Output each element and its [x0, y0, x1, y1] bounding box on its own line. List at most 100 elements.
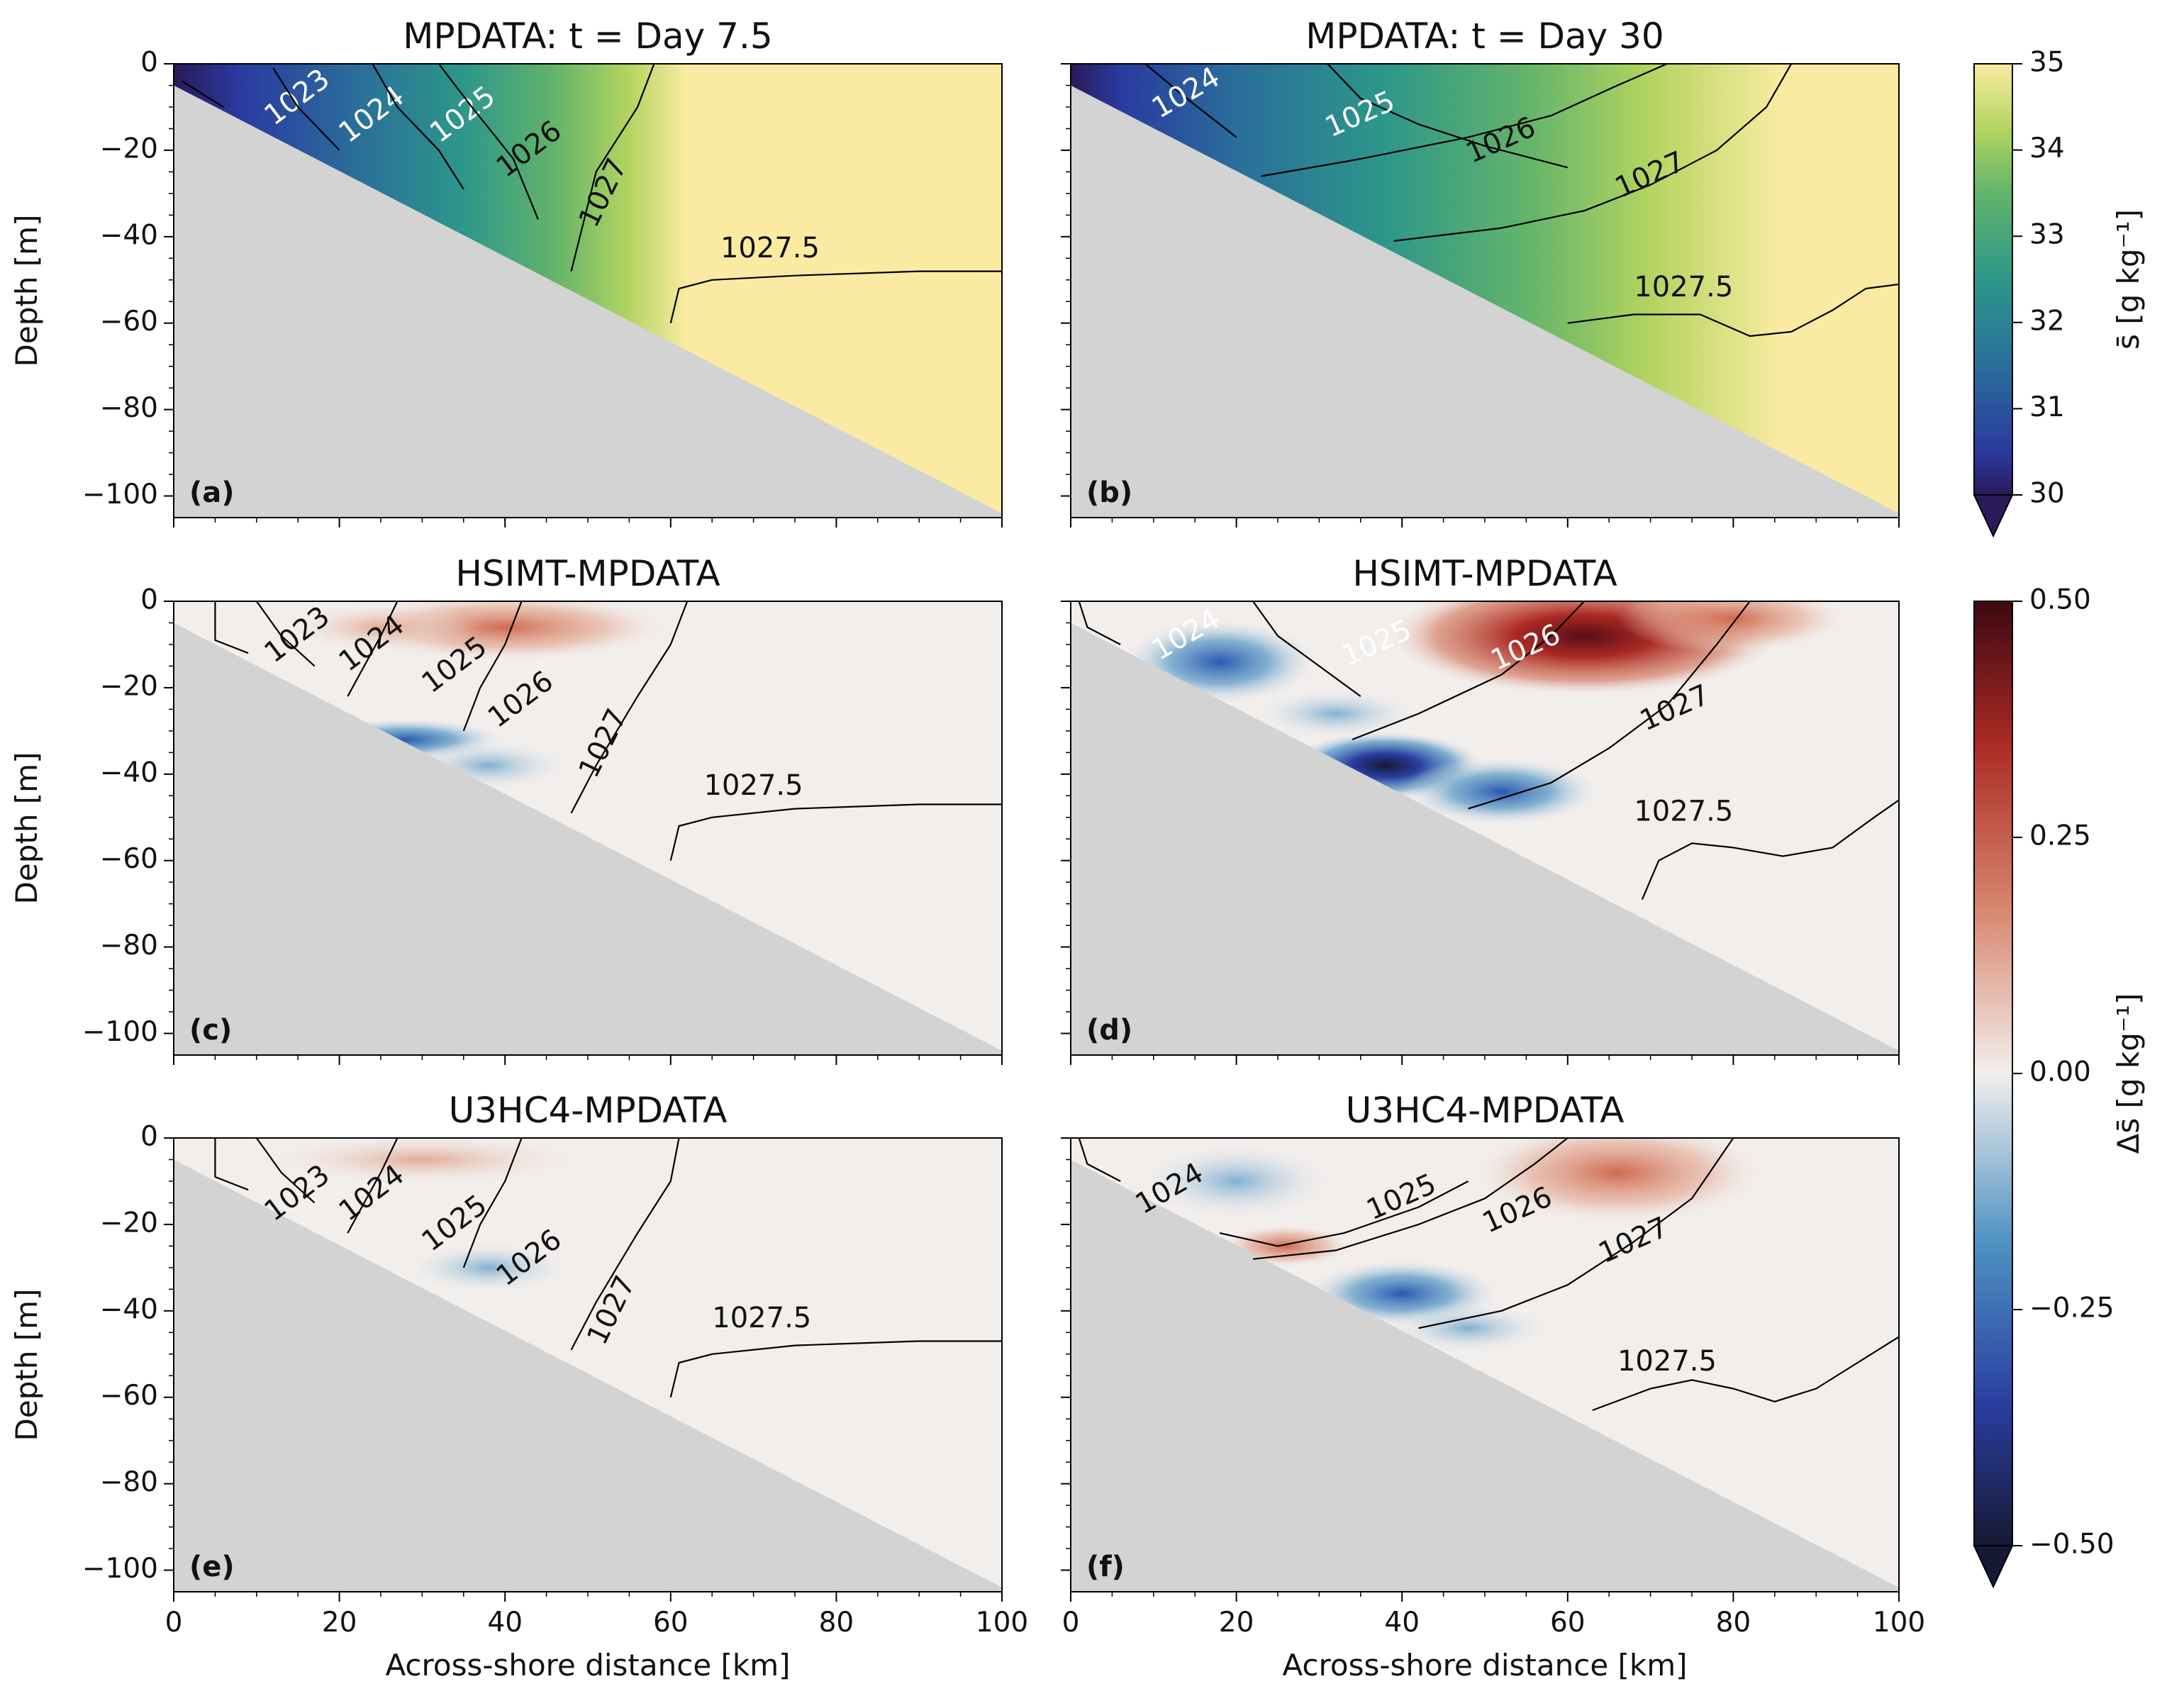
y-tick-label: −60 — [100, 306, 158, 337]
y-tick-label: −40 — [100, 219, 158, 251]
x-tick-label: 80 — [819, 1607, 854, 1639]
density-contour-1024 — [1078, 1138, 1121, 1182]
x-tick-label: 20 — [322, 1607, 357, 1639]
colorbar-extend-arrow — [1973, 1545, 2014, 1589]
density-contour-1024 — [272, 67, 340, 151]
contour-label: 1027.5 — [1634, 796, 1733, 828]
bathymetry — [1071, 85, 1899, 518]
panel-title: MPDATA: t = Day 30 — [1305, 16, 1664, 57]
y-tick-label: −100 — [82, 1016, 158, 1048]
density-contour-1026 — [462, 1138, 523, 1268]
density-contour-1023 — [214, 601, 249, 654]
density-contour-1025 — [347, 1138, 399, 1234]
y-tick-label: −40 — [100, 757, 158, 788]
panel-tag: (c) — [189, 1014, 232, 1047]
anomaly-region — [406, 1242, 572, 1294]
x-tick-label: 100 — [976, 1607, 1028, 1639]
colorbar-tick-label: 0.00 — [2029, 1056, 2091, 1088]
bathymetry — [174, 85, 1002, 518]
colorbar-tick-label: 0.25 — [2029, 820, 2091, 852]
density-contour-1026 — [438, 64, 539, 220]
colorbar-label: Δs̄̄ [g kg⁻¹] — [2111, 993, 2146, 1154]
x-axis-label: Across-shore distance [km] — [385, 1648, 790, 1683]
anomaly-region — [256, 1138, 588, 1186]
panel-title: MPDATA: t = Day 7.5 — [403, 16, 772, 57]
density-contour-1025 — [347, 601, 399, 697]
colorbar-tick-label: 35 — [2029, 47, 2065, 79]
colorbar-scale — [1973, 601, 2013, 1546]
panel-title: HSIMT-MPDATA — [1352, 553, 1617, 594]
colorbar-extend-arrow — [1973, 494, 2014, 538]
colorbar-scale — [1973, 63, 2013, 496]
panel-tag: (b) — [1086, 476, 1132, 509]
colorbar-tick-label: 31 — [2029, 391, 2065, 423]
y-tick-label: −60 — [100, 843, 158, 875]
density-contour-1027.5 — [1592, 1336, 1899, 1412]
y-axis-label: Depth [m] — [9, 215, 44, 367]
density-contour-1024 — [1144, 64, 1237, 138]
colorbar-tick-label: 34 — [2029, 133, 2065, 164]
y-tick-label: −100 — [82, 1553, 158, 1585]
bathymetry — [1071, 623, 1899, 1055]
y-tick-label: 0 — [140, 1121, 158, 1153]
bathymetry — [174, 623, 1002, 1055]
y-axis-label: Depth [m] — [9, 1289, 44, 1441]
y-tick-label: −20 — [100, 133, 158, 164]
anomaly-region — [1617, 601, 1849, 654]
x-tick-label: 0 — [165, 1607, 183, 1639]
anomaly-region — [281, 601, 481, 654]
panel-tag: (f) — [1086, 1551, 1125, 1583]
density-contour-1026 — [1261, 64, 1668, 177]
anomaly-region — [1468, 1138, 1767, 1224]
density-contour-1023 — [214, 1138, 249, 1191]
y-tick-label: −60 — [100, 1380, 158, 1412]
colorbar-tick-label: 33 — [2029, 219, 2065, 251]
density-contour-1024 — [255, 601, 316, 667]
density-contour-1026 — [462, 601, 523, 732]
density-contour-1027 — [570, 1138, 680, 1351]
x-tick-label: 40 — [487, 1607, 523, 1639]
contour-label: 1027.5 — [704, 769, 803, 802]
x-tick-label: 60 — [653, 1607, 689, 1639]
y-tick-label: −100 — [82, 479, 158, 511]
x-tick-label: 60 — [1550, 1607, 1586, 1639]
density-contour-1025 — [1219, 1181, 1469, 1247]
colorbar-abs: 35 34 33 32 31 30 s̄̄ [g kg⁻¹] — [1973, 47, 2146, 538]
density-contour-1025 — [1252, 601, 1361, 697]
y-tick-label: 0 — [140, 47, 158, 79]
y-tick-label: −20 — [100, 670, 158, 702]
panel-title: U3HC4-MPDATA — [449, 1090, 728, 1131]
density-contour-1027.5 — [669, 270, 1002, 323]
colorbar-tick-label: 0.50 — [2029, 584, 2091, 616]
contour-label: 1027.5 — [712, 1302, 811, 1334]
x-tick-label: 20 — [1219, 1607, 1254, 1639]
density-contour-1027 — [1418, 1138, 1734, 1329]
bathymetry — [1071, 1159, 1899, 1592]
colorbar-tick-label: −0.50 — [2029, 1529, 2115, 1561]
colorbar-tick-label: 30 — [2029, 478, 2065, 510]
contour-label: 1027.5 — [1634, 271, 1733, 303]
density-contour-1026 — [1352, 601, 1585, 741]
anomaly-region — [1137, 1142, 1336, 1220]
y-tick-label: 0 — [140, 584, 158, 616]
density-contour-1024 — [255, 1138, 316, 1204]
x-tick-label: 100 — [1873, 1607, 1925, 1639]
anomaly-region — [1252, 687, 1419, 740]
colorbar-label: s̄̄ [g kg⁻¹] — [2111, 209, 2146, 350]
x-tick-label: 80 — [1716, 1607, 1751, 1639]
y-tick-label: −80 — [100, 930, 158, 961]
density-contour-1027.5 — [1641, 799, 1899, 900]
density-contour-1024 — [1078, 601, 1121, 645]
density-contour-1027 — [570, 64, 655, 272]
